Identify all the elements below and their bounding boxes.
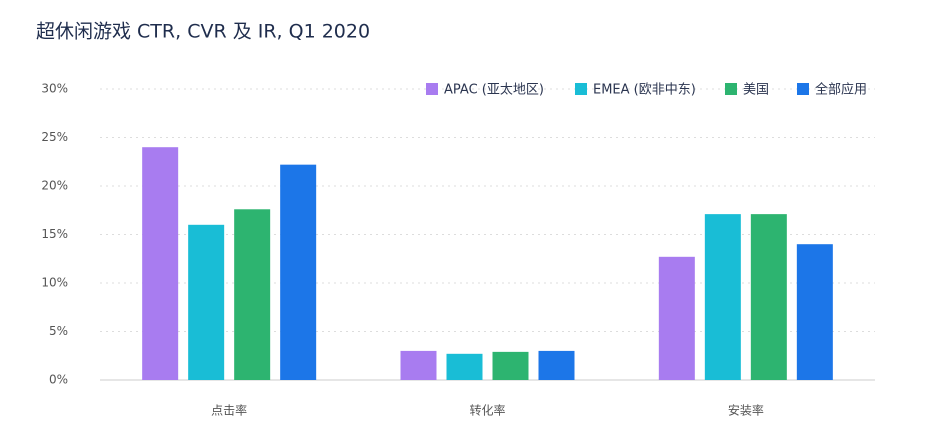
legend-label: 全部应用 [815, 82, 867, 98]
bar [658, 256, 695, 380]
bar [750, 214, 787, 380]
y-tick-label: 25% [41, 130, 68, 144]
x-tick-label: 转化率 [469, 403, 505, 418]
bar [234, 209, 271, 380]
chart-title: 超休闲游戏 CTR, CVR 及 IR, Q1 2020 [36, 21, 370, 43]
bar [704, 214, 741, 380]
bar [142, 147, 179, 380]
bar [188, 224, 225, 380]
legend-swatch [575, 83, 587, 95]
legend-label: 美国 [743, 83, 769, 98]
bar [538, 350, 575, 380]
legend-swatch [797, 83, 809, 95]
x-tick-label: 安装率 [728, 403, 764, 418]
bar [446, 353, 483, 380]
bar [796, 244, 833, 380]
legend-label: EMEA (欧非中东) [593, 83, 696, 98]
bar [400, 350, 437, 380]
y-tick-label: 5% [49, 324, 68, 338]
y-tick-label: 10% [41, 276, 68, 290]
y-tick-label: 30% [41, 82, 68, 96]
x-tick-label: 点击率 [211, 403, 247, 418]
y-tick-label: 0% [49, 373, 68, 387]
legend-label: APAC (亚太地区) [444, 83, 544, 98]
legend-swatch [426, 83, 438, 95]
bar [492, 351, 529, 380]
legend-swatch [725, 83, 737, 95]
bar [280, 164, 317, 380]
y-tick-label: 20% [41, 179, 68, 193]
y-tick-label: 15% [41, 227, 68, 241]
